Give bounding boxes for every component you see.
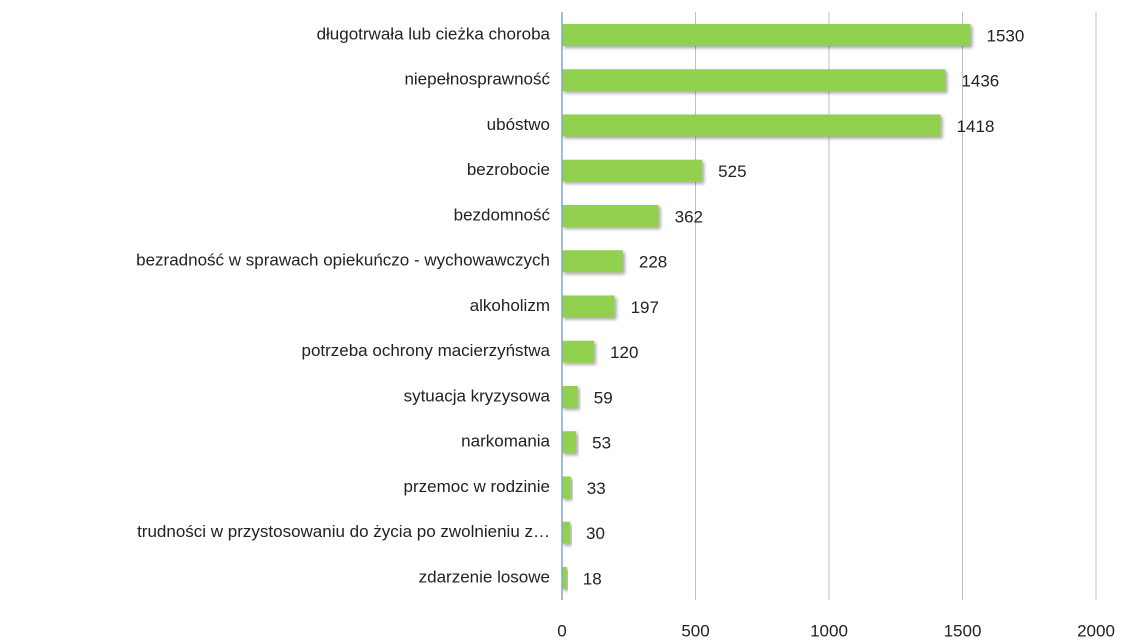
y-tick-label: ubóstwo [487,115,550,134]
x-tick-label: 0 [557,621,566,640]
value-label: 18 [583,569,602,588]
bar [562,159,703,182]
y-tick-label: bezdomność [454,205,551,224]
bar [562,250,623,273]
value-label: 525 [718,162,746,181]
bar [562,476,571,499]
x-tick-label: 1500 [944,621,982,640]
bar [562,205,659,227]
value-label: 197 [631,298,659,317]
value-label: 1436 [961,72,999,91]
y-tick-label: alkoholizm [470,296,550,315]
y-tick-label: długotrwała lub cieżka choroba [317,24,551,43]
value-label: 1418 [957,117,995,136]
value-label: 228 [639,253,667,272]
x-tick-label: 1000 [810,621,848,640]
value-label: 59 [594,388,613,407]
y-tick-label: bezrobocie [467,160,550,179]
bar [562,521,571,544]
y-tick-label: sytuacja kryzysowa [404,386,551,405]
value-label: 30 [586,524,605,543]
bar [562,431,577,454]
bar [562,567,567,589]
y-tick-label: zdarzenie losowe [419,567,550,586]
y-tick-label: niepełnosprawność [404,70,550,89]
value-label: 120 [610,343,638,362]
y-tick-label: potrzeba ochrony macierzyństwa [301,341,550,360]
bar [562,340,595,363]
y-tick-label: narkomania [461,432,550,451]
bar [562,24,971,46]
bar [562,386,578,408]
bar [562,69,946,92]
bar [562,114,941,137]
y-tick-label: przemoc w rodzinie [404,477,550,496]
x-tick-label: 2000 [1077,621,1115,640]
value-label: 362 [675,207,703,226]
y-tick-label: bezradność w sprawach opiekuńczo - wycho… [136,251,550,270]
value-label: 33 [587,479,606,498]
y-tick-label: trudności w przystosowaniu do życia po z… [137,522,550,541]
value-label: 1530 [987,26,1025,45]
bar [562,295,615,318]
value-label: 53 [592,434,611,453]
x-tick-label: 500 [681,621,709,640]
